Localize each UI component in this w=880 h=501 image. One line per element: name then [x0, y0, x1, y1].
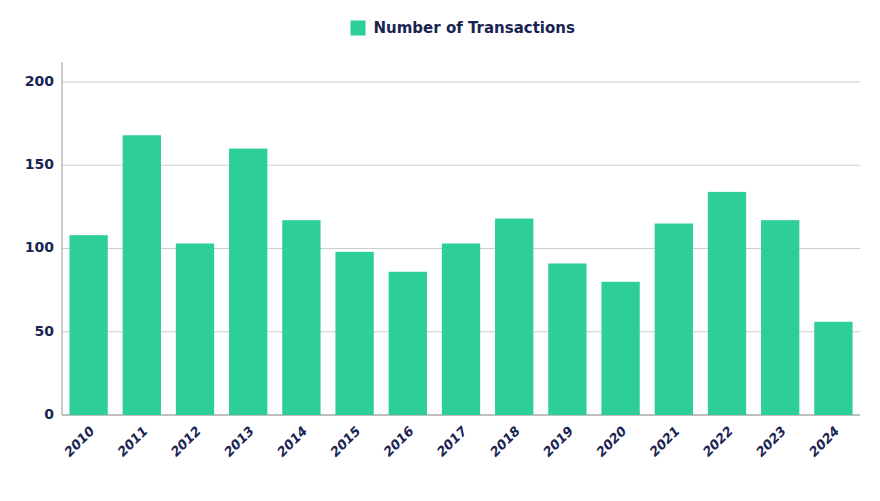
bar	[655, 224, 693, 415]
y-tick-label: 200	[25, 73, 54, 89]
x-tick-label: 2024	[806, 423, 842, 459]
page: {"chart_data": {"type": "bar", "categori…	[0, 0, 880, 501]
bar	[123, 135, 161, 415]
grid	[62, 82, 860, 415]
x-tick-label: 2023	[753, 423, 789, 459]
legend-swatch	[351, 21, 366, 36]
x-tick-label: 2014	[274, 423, 310, 459]
y-tick-label: 150	[25, 156, 54, 172]
bar	[601, 282, 639, 415]
bars	[69, 135, 852, 415]
bar	[442, 243, 480, 415]
x-tick-label: 2016	[381, 423, 417, 459]
y-axis-line	[62, 62, 63, 415]
x-tick-label: 2022	[700, 423, 736, 459]
bar	[548, 263, 586, 415]
x-tick-label: 2017	[434, 423, 471, 460]
chart-container: 0 50 100 150 200 2010 2011 2012 2013 2014 2015 2016…	[0, 0, 880, 501]
y-tick-label: 100	[25, 239, 54, 255]
bar	[69, 235, 107, 415]
x-tick-label: 2013	[221, 423, 257, 459]
x-tick-label: 2015	[327, 423, 363, 459]
x-tick-label: 2019	[540, 423, 576, 459]
y-tick-label: 50	[35, 323, 55, 339]
y-axis: 0 50 100 150 200	[25, 62, 860, 422]
bar	[761, 220, 799, 415]
legend-label: Number of Transactions	[374, 19, 575, 37]
x-tick-label: 2021	[647, 423, 683, 459]
bar	[389, 272, 427, 415]
legend: Number of Transactions	[351, 19, 575, 37]
bar	[814, 322, 852, 415]
x-axis: 2010 2011 2012 2013 2014 2015 2016 2017 2018 2019…	[61, 423, 842, 460]
bar	[495, 219, 533, 415]
x-tick-label: 2012	[168, 423, 204, 459]
bar	[335, 252, 373, 415]
x-tick-label: 2010	[61, 423, 97, 459]
grid-line	[62, 81, 860, 82]
bar	[176, 243, 214, 415]
x-tick-label: 2020	[593, 423, 629, 459]
x-tick-label: 2018	[487, 423, 523, 459]
y-tick-label: 0	[44, 406, 54, 422]
x-tick-label: 2011	[115, 423, 151, 459]
grid-line	[62, 165, 860, 166]
bar	[282, 220, 320, 415]
bar	[229, 149, 267, 415]
bar	[708, 192, 746, 415]
chart: 0 50 100 150 200 2010 2011 2012 2013 2014 2015 2016…	[0, 0, 880, 501]
